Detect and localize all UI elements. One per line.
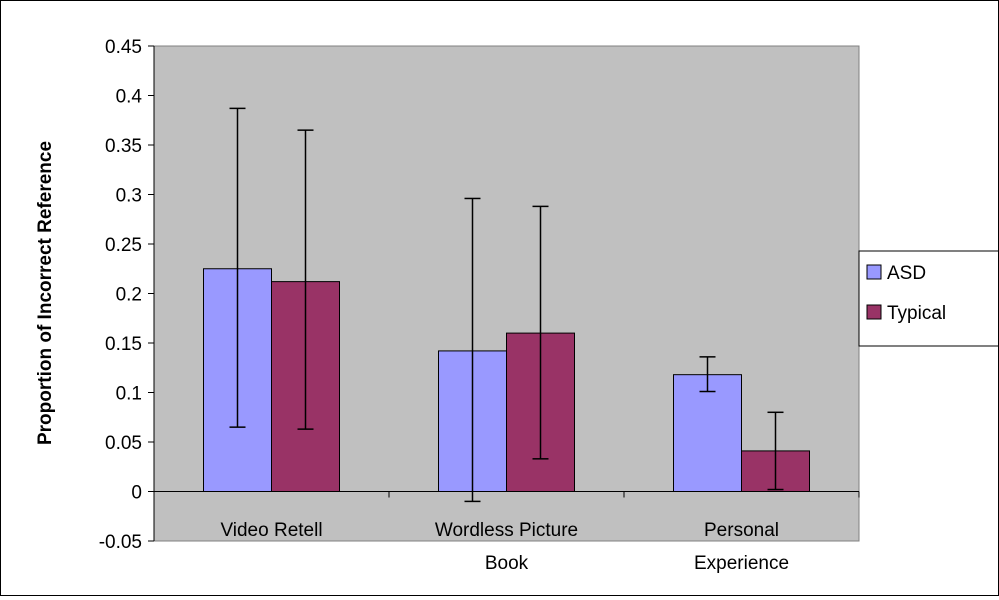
legend-box [858, 250, 999, 347]
error-bars [229, 107, 784, 503]
x-category-label-line2: Experience [694, 553, 789, 574]
y-tick-label: 0.35 [105, 136, 142, 157]
y-tick-label: -0.05 [99, 532, 142, 553]
y-tick-label: 0.2 [116, 285, 142, 306]
legend: ASD Typical [858, 250, 999, 347]
y-tick-label: 0.05 [105, 433, 142, 454]
y-tick-label: 0.15 [105, 334, 142, 355]
y-tick-label: 0.3 [116, 186, 142, 207]
legend-swatch-asd [866, 264, 882, 280]
legend-swatch-typical [866, 304, 882, 320]
legend-label-typical: Typical [887, 303, 946, 324]
legend-label-asd: ASD [887, 263, 926, 284]
bars [203, 268, 810, 493]
x-category-label: Video Retell [220, 520, 322, 541]
x-category-label: Personal [704, 520, 779, 541]
y-tick-label: 0 [131, 483, 142, 504]
y-axis-title: Proportion of Incorrect Reference [35, 141, 56, 445]
y-tick-label: 0.25 [105, 235, 142, 256]
x-category-label-line2: Book [485, 553, 529, 574]
y-axis: 0.45 0.4 0.35 0.3 0.25 0.2 0.15 0.1 0.05 0 -0.05 [99, 37, 155, 553]
x-category-label: Wordless Picture [435, 520, 578, 541]
y-tick-label: 0.45 [105, 37, 142, 58]
y-tick-label: 0.1 [116, 384, 142, 405]
bar-asd-2 [673, 374, 742, 492]
y-tick-label: 0.4 [116, 87, 143, 108]
